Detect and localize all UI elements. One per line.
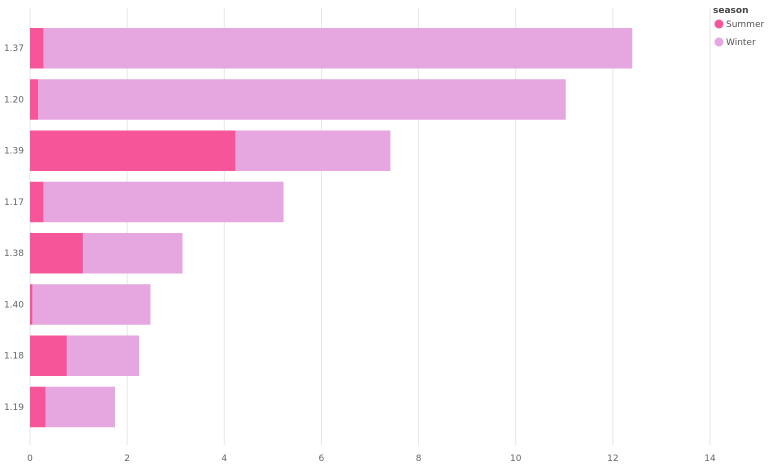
- bar-summer-1.19[interactable]: [30, 386, 46, 428]
- x-axis: 0 2 4 6 8 10 12 14: [27, 454, 716, 464]
- y-tick-label: 1.17: [4, 198, 24, 208]
- legend-item-summer[interactable]: Summer: [714, 19, 765, 31]
- y-tick-label: 1.40: [4, 300, 24, 310]
- y-tick-label: 1.19: [4, 403, 24, 413]
- legend-swatch-winter: [714, 37, 724, 47]
- bar-summer-1.37[interactable]: [30, 28, 44, 69]
- y-tick-label: 1.39: [4, 147, 24, 157]
- bar-winter-1.17[interactable]: [43, 181, 284, 223]
- legend-swatch-summer: [714, 19, 724, 29]
- bar-summer-1.17[interactable]: [30, 181, 44, 223]
- bar-summer-1.40[interactable]: [30, 284, 33, 325]
- y-tick-label: 1.18: [4, 352, 24, 362]
- legend-label: Winter: [726, 38, 756, 48]
- y-tick-label: 1.38: [4, 249, 24, 259]
- x-tick-label: 2: [124, 454, 130, 464]
- y-tick-label: 1.20: [4, 95, 24, 105]
- legend-item-winter[interactable]: Winter: [714, 37, 756, 49]
- bar-summer-1.38[interactable]: [30, 233, 83, 274]
- bar-summer-1.18[interactable]: [30, 335, 67, 376]
- bar-winter-1.38[interactable]: [82, 233, 183, 274]
- x-tick-label: 8: [416, 454, 422, 464]
- legend-title: season: [713, 6, 748, 16]
- bar-winter-1.37[interactable]: [43, 28, 633, 69]
- bar-winter-1.20[interactable]: [38, 79, 566, 120]
- x-tick-label: 10: [510, 454, 522, 464]
- bar-winter-1.18[interactable]: [66, 335, 140, 376]
- x-tick-label: 14: [704, 454, 716, 464]
- x-tick-label: 4: [221, 454, 227, 464]
- bar-winter-1.19[interactable]: [45, 386, 115, 428]
- bar-summer-1.20[interactable]: [30, 79, 39, 120]
- bars: [30, 28, 633, 428]
- bar-summer-1.39[interactable]: [30, 130, 236, 171]
- y-tick-label: 1.37: [4, 44, 24, 54]
- legend-label: Summer: [726, 20, 764, 30]
- x-tick-label: 6: [319, 454, 325, 464]
- legend[interactable]: season Summer Winter: [713, 6, 764, 48]
- x-tick-label: 0: [27, 454, 33, 464]
- y-axis: 1.37 1.20 1.39 1.17 1.38 1.40 1.18 1.19: [4, 44, 24, 413]
- x-tick-label: 12: [607, 454, 618, 464]
- bar-winter-1.39[interactable]: [235, 130, 391, 171]
- bar-winter-1.40[interactable]: [32, 284, 151, 325]
- grid-lines: [29, 8, 711, 445]
